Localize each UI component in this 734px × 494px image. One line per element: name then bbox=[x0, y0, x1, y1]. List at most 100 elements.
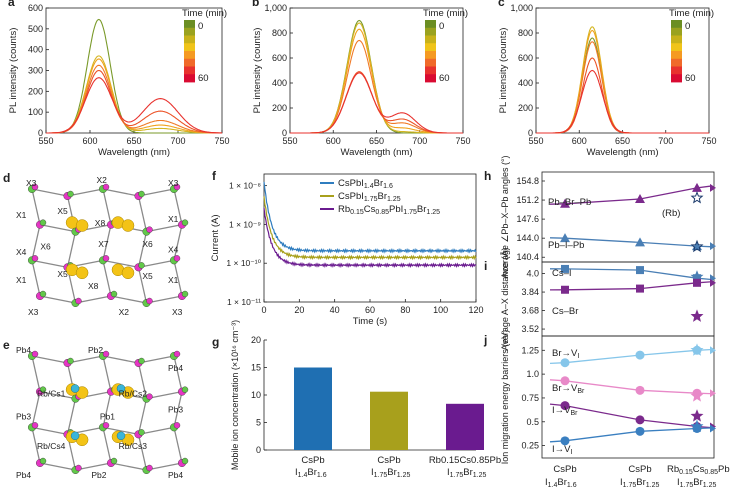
bond bbox=[31, 426, 68, 435]
colorbar-title: Time (min) bbox=[423, 8, 468, 19]
plot-frame bbox=[541, 335, 715, 459]
y-tick-label: 0.75 bbox=[521, 393, 539, 403]
panel-label: i bbox=[484, 259, 487, 273]
site-label: Rb/Cs1 bbox=[37, 388, 66, 398]
plot-frame bbox=[289, 7, 464, 134]
category-label: I1.75Br1.25 bbox=[447, 467, 486, 479]
x-tick-label: 550 bbox=[528, 136, 543, 146]
y-tick-label: 5 bbox=[256, 418, 261, 428]
y-tick-label: 4.0 bbox=[526, 269, 539, 279]
site-label: X4 bbox=[16, 247, 27, 257]
site-label: X2 bbox=[119, 307, 130, 317]
site-label: X4 bbox=[168, 244, 179, 254]
x-tick-label: 700 bbox=[170, 136, 185, 146]
y-axis-label: Mobile ion concentration (×10¹⁶ cm⁻³) bbox=[230, 320, 240, 470]
cation-sphere bbox=[75, 266, 89, 280]
y-tick-label: 300 bbox=[28, 66, 43, 76]
trend-arrow bbox=[710, 389, 716, 398]
legend-entry: CsPbI1.75Br1.25 bbox=[338, 191, 401, 203]
panel-label: f bbox=[212, 169, 217, 183]
site-label: X1 bbox=[16, 275, 27, 285]
bond bbox=[102, 426, 139, 435]
y-tick-label: 600 bbox=[28, 3, 43, 13]
bond bbox=[31, 224, 41, 261]
data-point bbox=[561, 264, 569, 273]
colorbar-top-label: 0 bbox=[685, 21, 690, 32]
x-tick-label: 120 bbox=[468, 305, 483, 315]
colorbar-top-label: 0 bbox=[198, 21, 203, 32]
site-label: X5 bbox=[142, 271, 153, 281]
atom bbox=[75, 464, 82, 472]
atom bbox=[31, 255, 39, 262]
atom bbox=[31, 350, 39, 358]
site-label: Pb3 bbox=[16, 411, 31, 421]
colorbar-swatch bbox=[671, 20, 682, 29]
site-label: Rb/Cs3 bbox=[119, 441, 148, 451]
x-tick-label: 750 bbox=[455, 136, 470, 146]
bond bbox=[173, 188, 183, 225]
site-label: X3 bbox=[26, 178, 37, 188]
y-tick-label: 800 bbox=[518, 28, 533, 38]
y-tick-label: 0.5 bbox=[526, 417, 539, 427]
bond bbox=[137, 231, 148, 268]
bond bbox=[102, 259, 139, 268]
colorbar-swatch bbox=[184, 51, 195, 60]
colorbar-title: Time (min) bbox=[182, 8, 227, 19]
atom bbox=[138, 262, 145, 269]
x-tick-label: 600 bbox=[326, 136, 341, 146]
y-axis-label: Average A–X distance (Å) bbox=[500, 248, 510, 351]
x-tick-label: 700 bbox=[412, 136, 427, 146]
pl-series-line bbox=[290, 39, 463, 134]
y-tick-label: 600 bbox=[272, 53, 287, 63]
y-tick-label: 0 bbox=[256, 445, 261, 455]
bond bbox=[102, 224, 112, 261]
colorbar-swatch bbox=[671, 66, 682, 75]
y-tick-label: 1,000 bbox=[264, 3, 287, 13]
panel-e-structure: e Pb4 Pb2 Pb4 Rb/Cs1 Rb/Cs2 Pb3 Pb1 Pb3 Rb/Cs4 Rb/… bbox=[3, 338, 189, 480]
trend-arrow bbox=[710, 278, 716, 287]
y-axis-label: PL intensity (counts) bbox=[498, 28, 509, 114]
bond bbox=[137, 398, 148, 435]
y-tick-label: 10 bbox=[251, 390, 261, 400]
category-label: I1.4Br1.6 bbox=[295, 467, 327, 479]
atom bbox=[146, 393, 153, 400]
data-point bbox=[635, 194, 645, 203]
bond bbox=[66, 398, 77, 435]
atom bbox=[173, 255, 181, 262]
cation-sphere bbox=[70, 431, 80, 441]
site-label: X5 bbox=[57, 269, 68, 279]
colorbar-top-label: 0 bbox=[439, 21, 444, 32]
y-tick-label: 400 bbox=[272, 78, 287, 88]
category-label: I1.75Br1.25 bbox=[371, 467, 410, 479]
site-label: X3 bbox=[168, 178, 179, 188]
x-tick-label: 600 bbox=[572, 136, 587, 146]
trend-arrow bbox=[710, 242, 716, 251]
colorbar-title: Time (min) bbox=[669, 8, 714, 19]
y-tick-label: 3.84 bbox=[521, 287, 539, 297]
colorbar-swatch bbox=[671, 43, 682, 52]
site-label: Pb2 bbox=[91, 470, 106, 480]
x-tick-label: 20 bbox=[294, 305, 304, 315]
y-tick-label: 3.68 bbox=[521, 306, 539, 316]
colorbar-swatch bbox=[425, 35, 436, 44]
site-label: X6 bbox=[40, 242, 51, 252]
colorbar-swatch bbox=[184, 66, 195, 75]
pl-series-line bbox=[290, 19, 463, 134]
site-label: Pb4 bbox=[168, 470, 183, 480]
category-label: CsPb bbox=[377, 455, 400, 466]
y-tick-label: 200 bbox=[518, 103, 533, 113]
pl-series-line bbox=[46, 18, 222, 134]
category-label: I1.75Br1.25 bbox=[677, 477, 716, 489]
colorbar-swatch bbox=[671, 27, 682, 36]
panel-label: d bbox=[3, 171, 10, 185]
bond bbox=[173, 427, 183, 464]
y-tick-label: 154.8 bbox=[516, 176, 539, 186]
pl-series-line bbox=[46, 77, 222, 134]
y-axis-label: Average ∠Pb–X–Pb angles (°) bbox=[500, 155, 510, 278]
series-label: I→VI bbox=[552, 444, 572, 456]
y-tick-label: 100 bbox=[28, 107, 43, 117]
category-label: I1.75Br1.25 bbox=[620, 477, 659, 489]
y-tick-label: 0 bbox=[528, 128, 533, 138]
pl-series-line bbox=[536, 29, 709, 134]
data-point bbox=[693, 278, 701, 287]
